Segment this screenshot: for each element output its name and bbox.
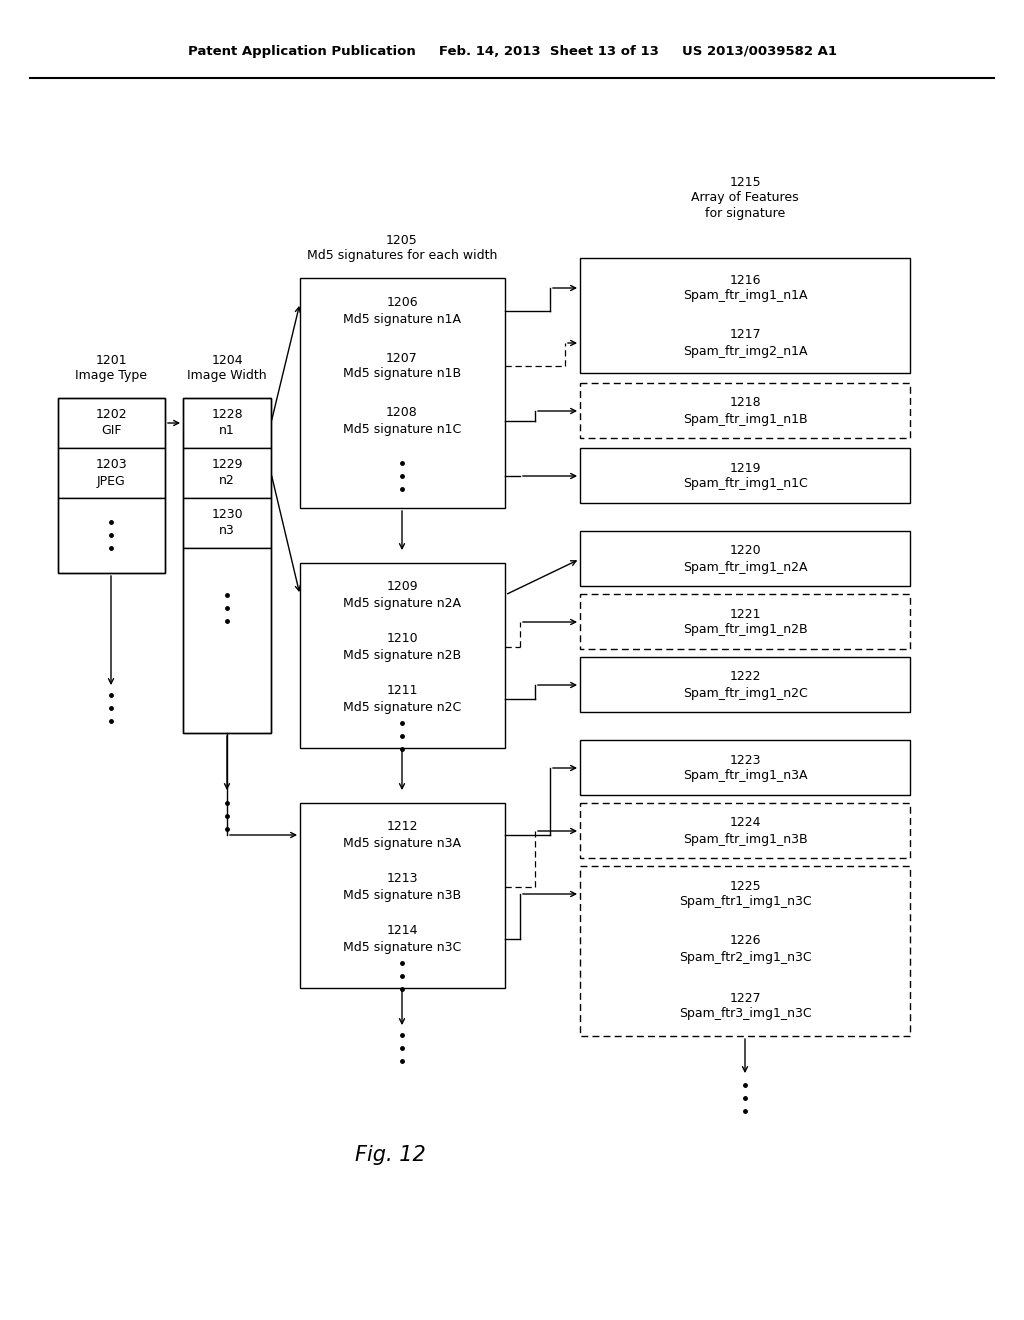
Bar: [183, 498, 271, 548]
Bar: [580, 257, 910, 374]
Bar: [58, 399, 165, 573]
Text: 1212
Md5 signature n3A: 1212 Md5 signature n3A: [343, 821, 461, 850]
Text: 1202
GIF: 1202 GIF: [95, 408, 127, 437]
Text: 1203
JPEG: 1203 JPEG: [95, 458, 127, 487]
Text: 1223
Spam_ftr_img1_n3A: 1223 Spam_ftr_img1_n3A: [683, 754, 807, 783]
Text: Fig. 12: Fig. 12: [354, 1144, 425, 1166]
Text: 1210
Md5 signature n2B: 1210 Md5 signature n2B: [343, 632, 461, 661]
Bar: [300, 279, 505, 508]
Text: 1229
n2: 1229 n2: [211, 458, 243, 487]
Bar: [300, 564, 505, 748]
Text: 1211
Md5 signature n2C: 1211 Md5 signature n2C: [343, 685, 461, 714]
Text: 1225
Spam_ftr1_img1_n3C: 1225 Spam_ftr1_img1_n3C: [679, 879, 811, 908]
Text: 1205
Md5 signatures for each width: 1205 Md5 signatures for each width: [307, 234, 498, 263]
Bar: [580, 657, 910, 711]
Text: Patent Application Publication     Feb. 14, 2013  Sheet 13 of 13     US 2013/003: Patent Application Publication Feb. 14, …: [187, 45, 837, 58]
Bar: [580, 803, 910, 858]
Text: 1209
Md5 signature n2A: 1209 Md5 signature n2A: [343, 581, 461, 610]
Bar: [183, 447, 271, 498]
Text: 1208
Md5 signature n1C: 1208 Md5 signature n1C: [343, 407, 461, 436]
Bar: [580, 447, 910, 503]
Bar: [183, 399, 271, 447]
Text: 1214
Md5 signature n3C: 1214 Md5 signature n3C: [343, 924, 461, 953]
Text: 1217
Spam_ftr_img2_n1A: 1217 Spam_ftr_img2_n1A: [683, 329, 807, 358]
Bar: [580, 531, 910, 586]
Bar: [183, 399, 271, 733]
Text: 1222
Spam_ftr_img1_n2C: 1222 Spam_ftr_img1_n2C: [683, 671, 807, 700]
Bar: [58, 447, 165, 498]
Bar: [300, 803, 505, 987]
Text: 1206
Md5 signature n1A: 1206 Md5 signature n1A: [343, 297, 461, 326]
Text: 1218
Spam_ftr_img1_n1B: 1218 Spam_ftr_img1_n1B: [683, 396, 807, 425]
Text: 1204
Image Width: 1204 Image Width: [187, 354, 267, 383]
Text: 1221
Spam_ftr_img1_n2B: 1221 Spam_ftr_img1_n2B: [683, 607, 807, 636]
Text: 1220
Spam_ftr_img1_n2A: 1220 Spam_ftr_img1_n2A: [683, 544, 807, 573]
Bar: [580, 594, 910, 649]
Bar: [580, 383, 910, 438]
Bar: [580, 741, 910, 795]
Bar: [58, 399, 165, 447]
Text: 1230
n3: 1230 n3: [211, 508, 243, 537]
Text: 1201
Image Type: 1201 Image Type: [75, 354, 147, 383]
Text: 1216
Spam_ftr_img1_n1A: 1216 Spam_ftr_img1_n1A: [683, 273, 807, 302]
Text: 1215
Array of Features
for signature: 1215 Array of Features for signature: [691, 176, 799, 220]
Text: 1224
Spam_ftr_img1_n3B: 1224 Spam_ftr_img1_n3B: [683, 817, 807, 846]
Bar: [183, 548, 271, 733]
Text: 1213
Md5 signature n3B: 1213 Md5 signature n3B: [343, 873, 461, 902]
Text: 1219
Spam_ftr_img1_n1C: 1219 Spam_ftr_img1_n1C: [683, 462, 807, 491]
Bar: [580, 866, 910, 1036]
Text: 1207
Md5 signature n1B: 1207 Md5 signature n1B: [343, 351, 461, 380]
Bar: [58, 498, 165, 573]
Text: 1228
n1: 1228 n1: [211, 408, 243, 437]
Text: 1226
Spam_ftr2_img1_n3C: 1226 Spam_ftr2_img1_n3C: [679, 935, 811, 964]
Text: 1227
Spam_ftr3_img1_n3C: 1227 Spam_ftr3_img1_n3C: [679, 991, 811, 1020]
